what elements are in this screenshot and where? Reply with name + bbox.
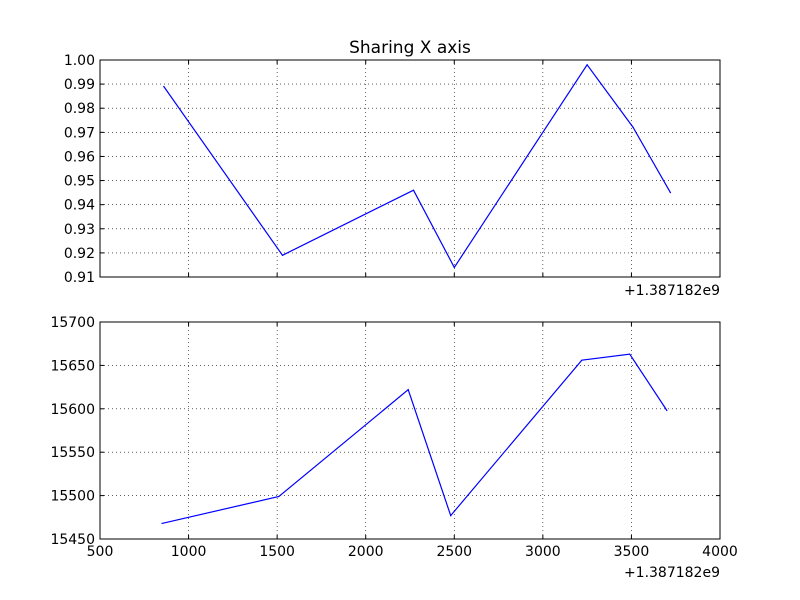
bottom-grid (100, 322, 720, 539)
bottom-plot-area (99, 321, 721, 540)
bottom-y-tick-label: 15650 (50, 358, 95, 374)
top-data-point (281, 254, 284, 256)
bottom-x-tick-label: 2000 (348, 544, 384, 560)
top-y-tick-label: 0.98 (64, 101, 95, 117)
bottom-data-point (278, 495, 280, 498)
top-data-point (163, 85, 165, 88)
bottom-data-point (666, 409, 668, 412)
bottom-x-offset-label: +1.387182e9 (624, 565, 720, 581)
top-plot-area (99, 59, 721, 278)
top-x-offset-label: +1.387182e9 (624, 283, 720, 299)
bottom-y-tick-label: 15600 (50, 402, 95, 418)
bottom-y-tick-label: 15450 (50, 532, 95, 548)
bottom-ticks: 500 1000 1500 2000 2500 3000 3500 4000 15450 1550… (50, 315, 737, 560)
bottom-x-tick-label: 1000 (171, 544, 207, 560)
bottom-subplot: 500 1000 1500 2000 2500 3000 3500 4000 15450 1550… (50, 315, 737, 581)
bottom-data-point (581, 359, 583, 361)
top-grid (100, 60, 720, 277)
bottom-y-tick-label: 15700 (50, 315, 95, 331)
top-y-tick-label: 0.97 (64, 125, 95, 141)
top-y-tick-label: 0.93 (64, 222, 95, 238)
chart-title: Sharing X axis (349, 38, 471, 58)
bottom-x-tick-label: 500 (87, 544, 114, 560)
bottom-y-tick-label: 15500 (50, 489, 95, 505)
top-data-point (586, 64, 588, 66)
top-y-tick-label: 1.00 (64, 53, 95, 69)
top-subplot: 0.91 0.92 0.93 0.94 0.95 0.96 0.97 0.98 0.99 1.00… (64, 38, 721, 299)
top-y-tick-label: 0.99 (64, 77, 95, 93)
top-series (163, 63, 672, 269)
bottom-data-point (629, 353, 631, 355)
top-ticks: 0.91 0.92 0.93 0.94 0.95 0.96 0.97 0.98 0.99 1.00 (64, 53, 721, 286)
top-y-tick-label: 0.95 (64, 174, 95, 190)
top-data-point (453, 266, 455, 268)
top-y-tick-label: 0.94 (64, 198, 95, 214)
bottom-x-tick-label: 4000 (702, 544, 738, 560)
top-y-tick-label: 0.91 (64, 270, 95, 286)
bottom-data-point (450, 514, 452, 517)
bottom-x-tick-label: 2500 (436, 544, 472, 560)
top-data-point (412, 189, 415, 191)
bottom-data-point (407, 389, 409, 391)
bottom-y-tick-label: 15550 (50, 445, 95, 461)
bottom-x-tick-label: 3000 (525, 544, 561, 560)
bottom-series (161, 353, 668, 524)
top-y-tick-label: 0.96 (64, 149, 95, 165)
bottom-data-point (161, 522, 163, 524)
bottom-x-tick-label: 3500 (614, 544, 650, 560)
top-data-point (632, 126, 634, 129)
top-data-point (669, 192, 672, 194)
top-y-tick-label: 0.92 (64, 246, 95, 262)
bottom-x-tick-label: 1500 (259, 544, 295, 560)
